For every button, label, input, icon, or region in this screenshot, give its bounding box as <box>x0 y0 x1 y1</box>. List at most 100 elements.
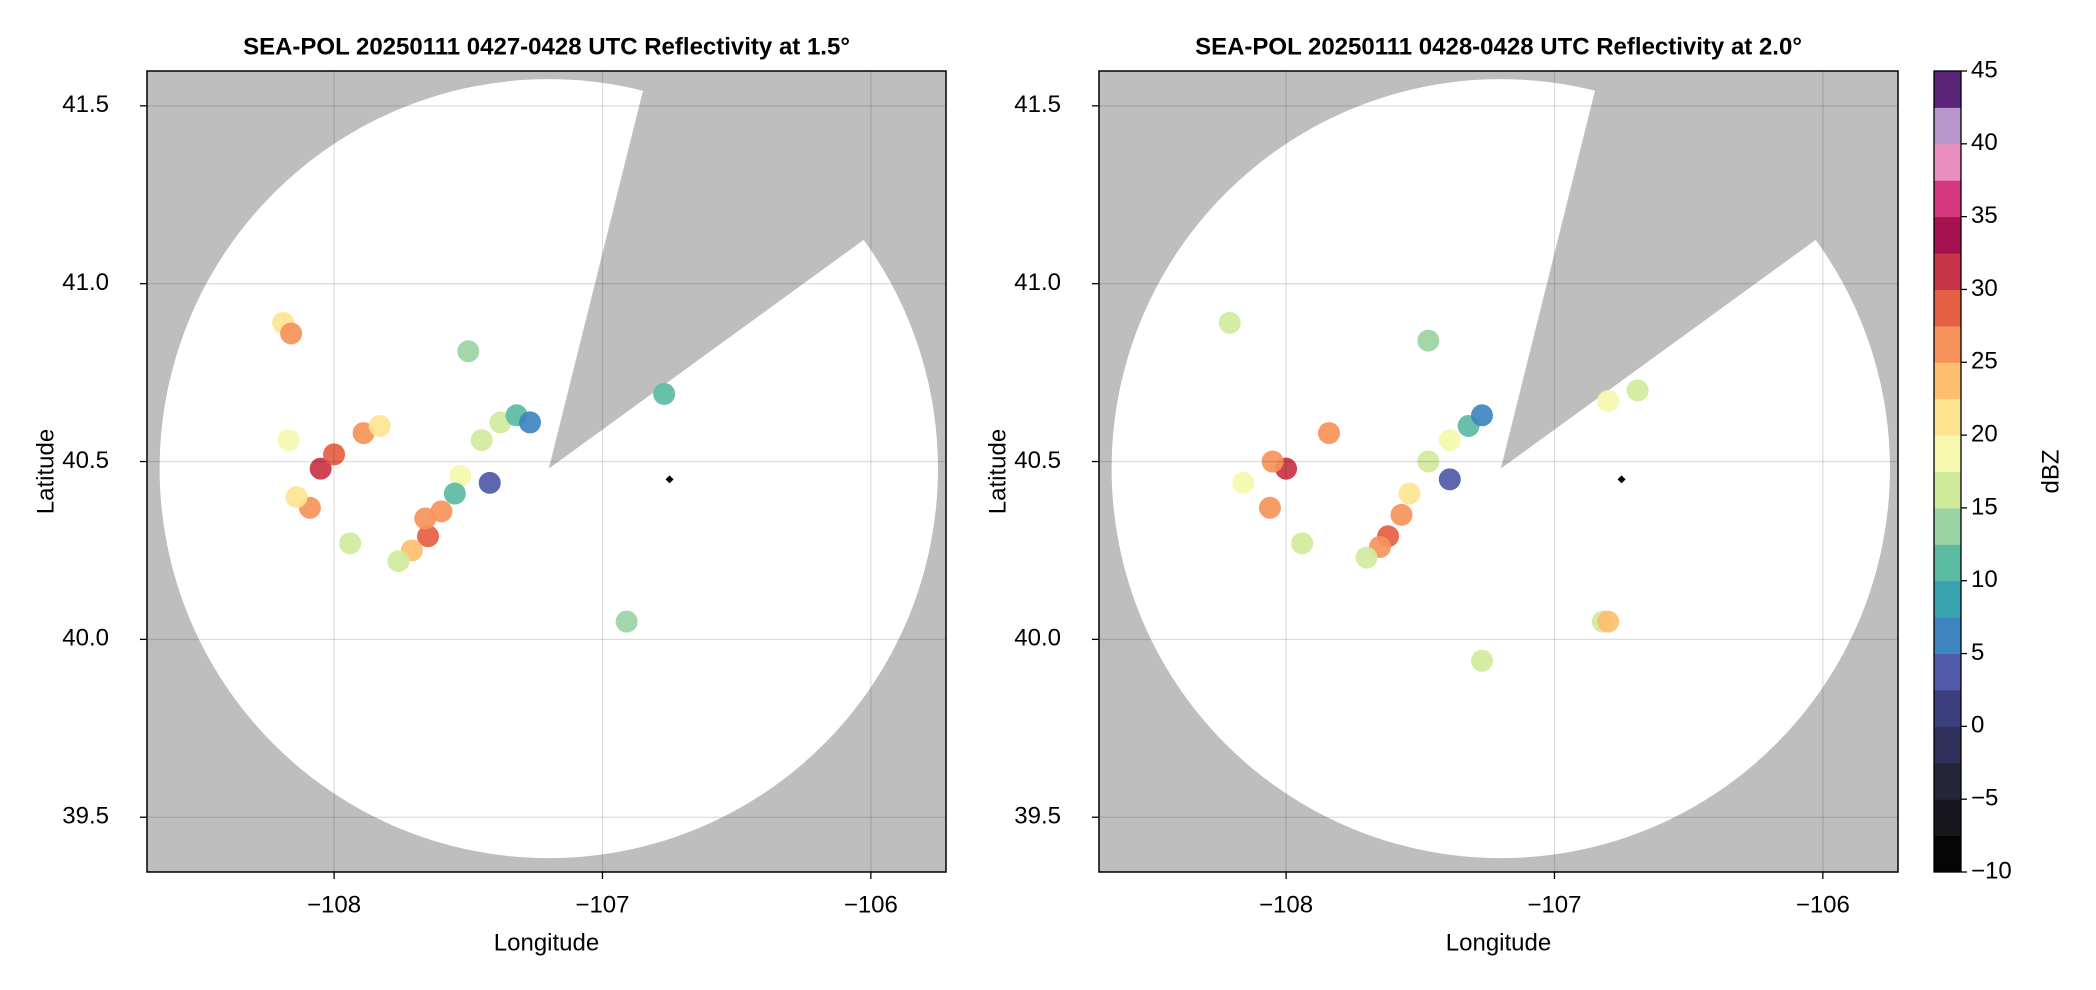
x-tick-label: −108 <box>1259 891 1313 918</box>
echo-cell <box>417 525 440 548</box>
colorbar-bin <box>1934 726 1961 764</box>
marker <box>1617 475 1626 484</box>
colorbar-bin <box>1934 653 1961 691</box>
y-tick-label: 39.5 <box>62 803 109 830</box>
colorbar-bin <box>1934 617 1961 655</box>
y-tick-label: 40.0 <box>1014 625 1061 652</box>
echo-cell <box>280 322 303 345</box>
y-tick-label: 40.0 <box>62 625 109 652</box>
echo-cell <box>1291 532 1314 555</box>
echo-cell <box>518 411 541 434</box>
echo-cell <box>1390 503 1413 526</box>
echo-cell <box>457 340 480 363</box>
colorbar: −10 −5 0 5 10 15 20 25 30 35 40 45 dBZ <box>1933 56 2064 884</box>
echo-cell <box>1438 468 1461 491</box>
echo-cell <box>615 610 638 633</box>
y-tick-label: 41.5 <box>62 91 109 118</box>
echo-cell <box>1417 329 1440 352</box>
echo-cell <box>478 471 501 494</box>
x-axis-label: Longitude <box>494 929 599 956</box>
colorbar-tick-label: 25 <box>1971 348 1998 375</box>
colorbar-bin <box>1934 180 1961 218</box>
colorbar-bin <box>1934 762 1961 800</box>
colorbar-bin <box>1934 689 1961 727</box>
colorbar-bin <box>1934 544 1961 582</box>
echo-cell <box>449 464 472 487</box>
x-tick-label: −107 <box>575 891 629 918</box>
echo-cell <box>387 550 410 573</box>
y-tick-label: 39.5 <box>1014 803 1061 830</box>
echo-cell <box>1438 429 1461 452</box>
echo-cell <box>1398 482 1421 505</box>
axes-frame <box>146 70 947 873</box>
axes-frame <box>1098 70 1899 873</box>
y-tick-label: 40.5 <box>1014 447 1061 474</box>
echo-cell <box>1626 379 1649 402</box>
colorbar-label: dBZ <box>2037 449 2064 493</box>
x-tick-label: −106 <box>844 891 898 918</box>
blocked-sector <box>548 71 946 469</box>
colorbar-bin <box>1934 507 1961 545</box>
y-axis-label: Latitude <box>32 429 59 514</box>
colorbar-bin <box>1934 325 1961 363</box>
colorbar-bin <box>1934 71 1961 108</box>
colorbar-bin <box>1934 362 1961 400</box>
colorbar-tick-label: −10 <box>1971 857 2012 884</box>
colorbar-bin <box>1934 835 1961 873</box>
y-tick-label: 41.0 <box>1014 269 1061 296</box>
y-tick-label: 41.5 <box>1014 91 1061 118</box>
x-tick-label: −107 <box>1527 891 1581 918</box>
marker <box>665 475 674 484</box>
chart-title: SEA-POL 20250111 0427-0428 UTC Reflectiv… <box>243 33 850 60</box>
echo-cell <box>1470 649 1493 672</box>
colorbar-tick-label: −5 <box>1971 785 1998 812</box>
panel: −108 −107 −106 39.5 40.0 40.5 41.0 41.5 SEA-POL … <box>32 33 947 956</box>
panel: −108 −107 −106 39.5 40.0 40.5 41.0 41.5 SEA-POL … <box>984 33 1899 956</box>
colorbar-bin <box>1934 580 1961 618</box>
echo-cell <box>339 532 362 555</box>
echo-cell <box>1218 311 1241 334</box>
echo-cell <box>653 382 676 405</box>
echo-cell <box>1597 610 1620 633</box>
y-tick-label: 41.0 <box>62 269 109 296</box>
echo-cell <box>470 429 493 452</box>
echo-cell <box>1232 471 1255 494</box>
colorbar-bin <box>1934 253 1961 290</box>
colorbar-tick-label: 35 <box>1971 202 1998 229</box>
colorbar-tick-label: 10 <box>1971 566 1998 593</box>
colorbar-bin <box>1934 435 1961 472</box>
colorbar-tick-label: 40 <box>1971 129 1998 156</box>
echo-cell <box>277 429 300 452</box>
echo-cell <box>1597 390 1620 413</box>
colorbar-tick-label: 30 <box>1971 275 1998 302</box>
colorbar-tick-label: 15 <box>1971 493 1998 520</box>
plot-area <box>1099 71 1898 872</box>
colorbar-tick-label: 45 <box>1971 56 1998 83</box>
echo-cell <box>323 443 346 466</box>
colorbar-frame <box>1933 70 1962 873</box>
colorbar-tick-label: 0 <box>1971 712 1984 739</box>
echo-cell <box>1258 496 1281 519</box>
colorbar-bin <box>1934 289 1961 327</box>
echo-cell <box>368 414 391 437</box>
echo-cell <box>443 482 466 505</box>
colorbar-bin <box>1934 216 1961 254</box>
echo-cell <box>1261 450 1284 473</box>
colorbar-bin <box>1934 471 1961 509</box>
colorbar-bin <box>1934 107 1961 145</box>
y-axis-label: Latitude <box>984 429 1011 514</box>
colorbar-bin <box>1934 799 1961 837</box>
colorbar-bin <box>1934 398 1961 436</box>
echo-cell <box>1470 404 1493 427</box>
colorbar-tick-label: 5 <box>1971 639 1984 666</box>
echo-cell <box>1355 546 1378 569</box>
echo-cell <box>414 507 437 530</box>
blocked-sector <box>1500 71 1898 469</box>
echo-cell <box>309 457 332 480</box>
echo-cell <box>1417 450 1440 473</box>
x-tick-label: −108 <box>307 891 361 918</box>
chart-title: SEA-POL 20250111 0428-0428 UTC Reflectiv… <box>1195 33 1802 60</box>
plot-area <box>147 71 946 872</box>
x-tick-label: −106 <box>1796 891 1850 918</box>
